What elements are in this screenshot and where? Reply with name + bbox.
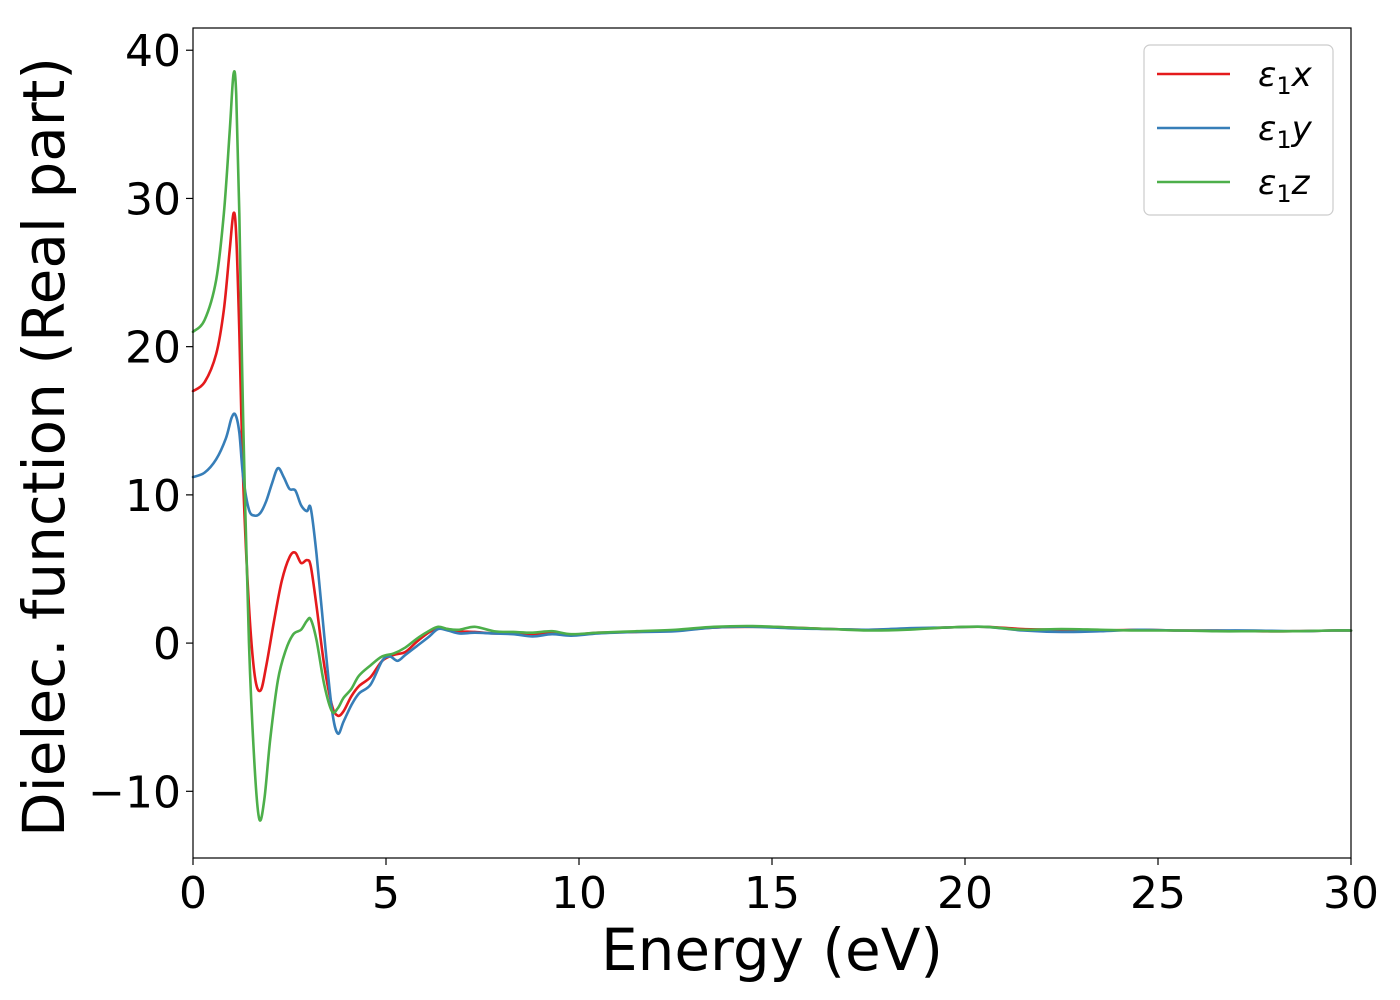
legend-component: y — [1291, 109, 1313, 149]
x-tick-label: 5 — [372, 868, 400, 919]
legend-box — [1143, 44, 1334, 216]
legend-symbol: ε — [1258, 55, 1276, 95]
legend-subscript: 1 — [1276, 72, 1291, 100]
x-tick-label: 30 — [1323, 868, 1379, 919]
legend-symbol: ε — [1258, 163, 1276, 203]
x-tick-label: 10 — [551, 868, 607, 919]
series-line-z — [191, 70, 1353, 822]
legend-label: ε1x — [1258, 55, 1313, 100]
y-tick-label: 40 — [125, 26, 181, 77]
plot-frame — [192, 27, 1352, 859]
legend-label: ε1y — [1258, 109, 1313, 154]
legend-component: x — [1291, 55, 1313, 95]
legend-component: z — [1291, 163, 1311, 203]
y-axis-ticks: −10 0 10 20 30 40 — [88, 26, 193, 818]
legend-subscript: 1 — [1276, 126, 1291, 154]
y-tick-label: 30 — [125, 174, 181, 225]
x-tick-label: 25 — [1130, 868, 1186, 919]
x-tick-label: 0 — [179, 868, 207, 919]
y-tick-label: 10 — [125, 471, 181, 522]
y-tick-label: 20 — [125, 323, 181, 374]
legend-symbol: ε — [1258, 109, 1276, 149]
x-tick-label: 15 — [744, 868, 800, 919]
x-axis-label: Energy (eV) — [601, 916, 943, 984]
y-tick-label: −10 — [88, 767, 181, 818]
y-tick-label: 0 — [153, 619, 181, 670]
legend-label: ε1z — [1258, 163, 1311, 208]
x-tick-label: 20 — [937, 868, 993, 919]
y-axis-label: Dielec. function (Real part) — [10, 57, 78, 837]
legend-subscript: 1 — [1276, 180, 1291, 208]
x-axis-ticks: 0 5 10 15 20 25 30 — [179, 858, 1379, 919]
series-layer — [191, 70, 1353, 822]
